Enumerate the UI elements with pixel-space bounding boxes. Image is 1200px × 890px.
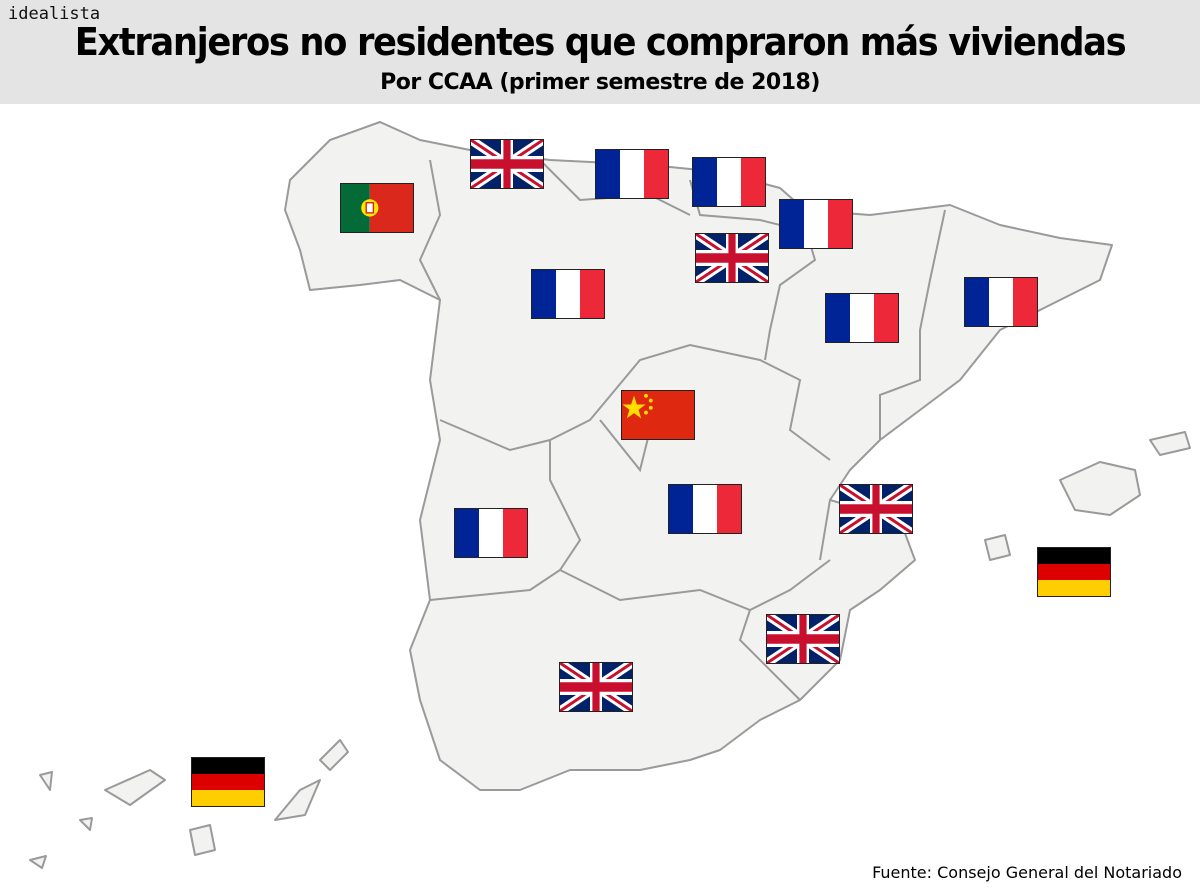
france-flag-icon <box>595 149 669 199</box>
germany-flag-icon <box>1037 547 1111 597</box>
france-flag-icon <box>825 293 899 343</box>
peninsula-outline <box>284 121 1113 791</box>
la-palma-outline <box>39 771 53 791</box>
france-flag-icon <box>779 199 853 249</box>
uk-flag-icon <box>559 662 633 712</box>
portugal-flag-icon <box>340 183 414 233</box>
lanzarote-outline <box>319 739 349 771</box>
page-title: Extranjeros no residentes que compraron … <box>74 20 1127 64</box>
menorca-outline <box>1149 431 1191 456</box>
header: idealista Extranjeros no residentes que … <box>0 0 1200 104</box>
germany-flag-icon <box>191 757 265 807</box>
uk-flag-icon <box>470 139 544 189</box>
uk-flag-icon <box>839 484 913 534</box>
gran-canaria-outline <box>189 824 216 856</box>
el-hierro-outline <box>29 855 47 869</box>
uk-flag-icon <box>766 614 840 664</box>
france-flag-icon <box>964 277 1038 327</box>
source-note: Fuente: Consejo General del Notariado <box>872 863 1182 882</box>
fuerteventura-outline <box>274 779 321 821</box>
france-flag-icon <box>668 484 742 534</box>
mallorca-outline <box>1059 461 1141 516</box>
france-flag-icon <box>454 508 528 558</box>
france-flag-icon <box>531 269 605 319</box>
ibiza-outline <box>984 534 1011 561</box>
page-subtitle: Por CCAA (primer semestre de 2018) <box>380 70 820 95</box>
france-flag-icon <box>692 157 766 207</box>
la-gomera-outline <box>79 817 93 831</box>
china-flag-icon <box>621 390 695 440</box>
uk-flag-icon <box>695 233 769 283</box>
brand-logo: idealista <box>8 4 101 24</box>
spain-map <box>29 121 1191 869</box>
tenerife-outline <box>104 769 166 806</box>
